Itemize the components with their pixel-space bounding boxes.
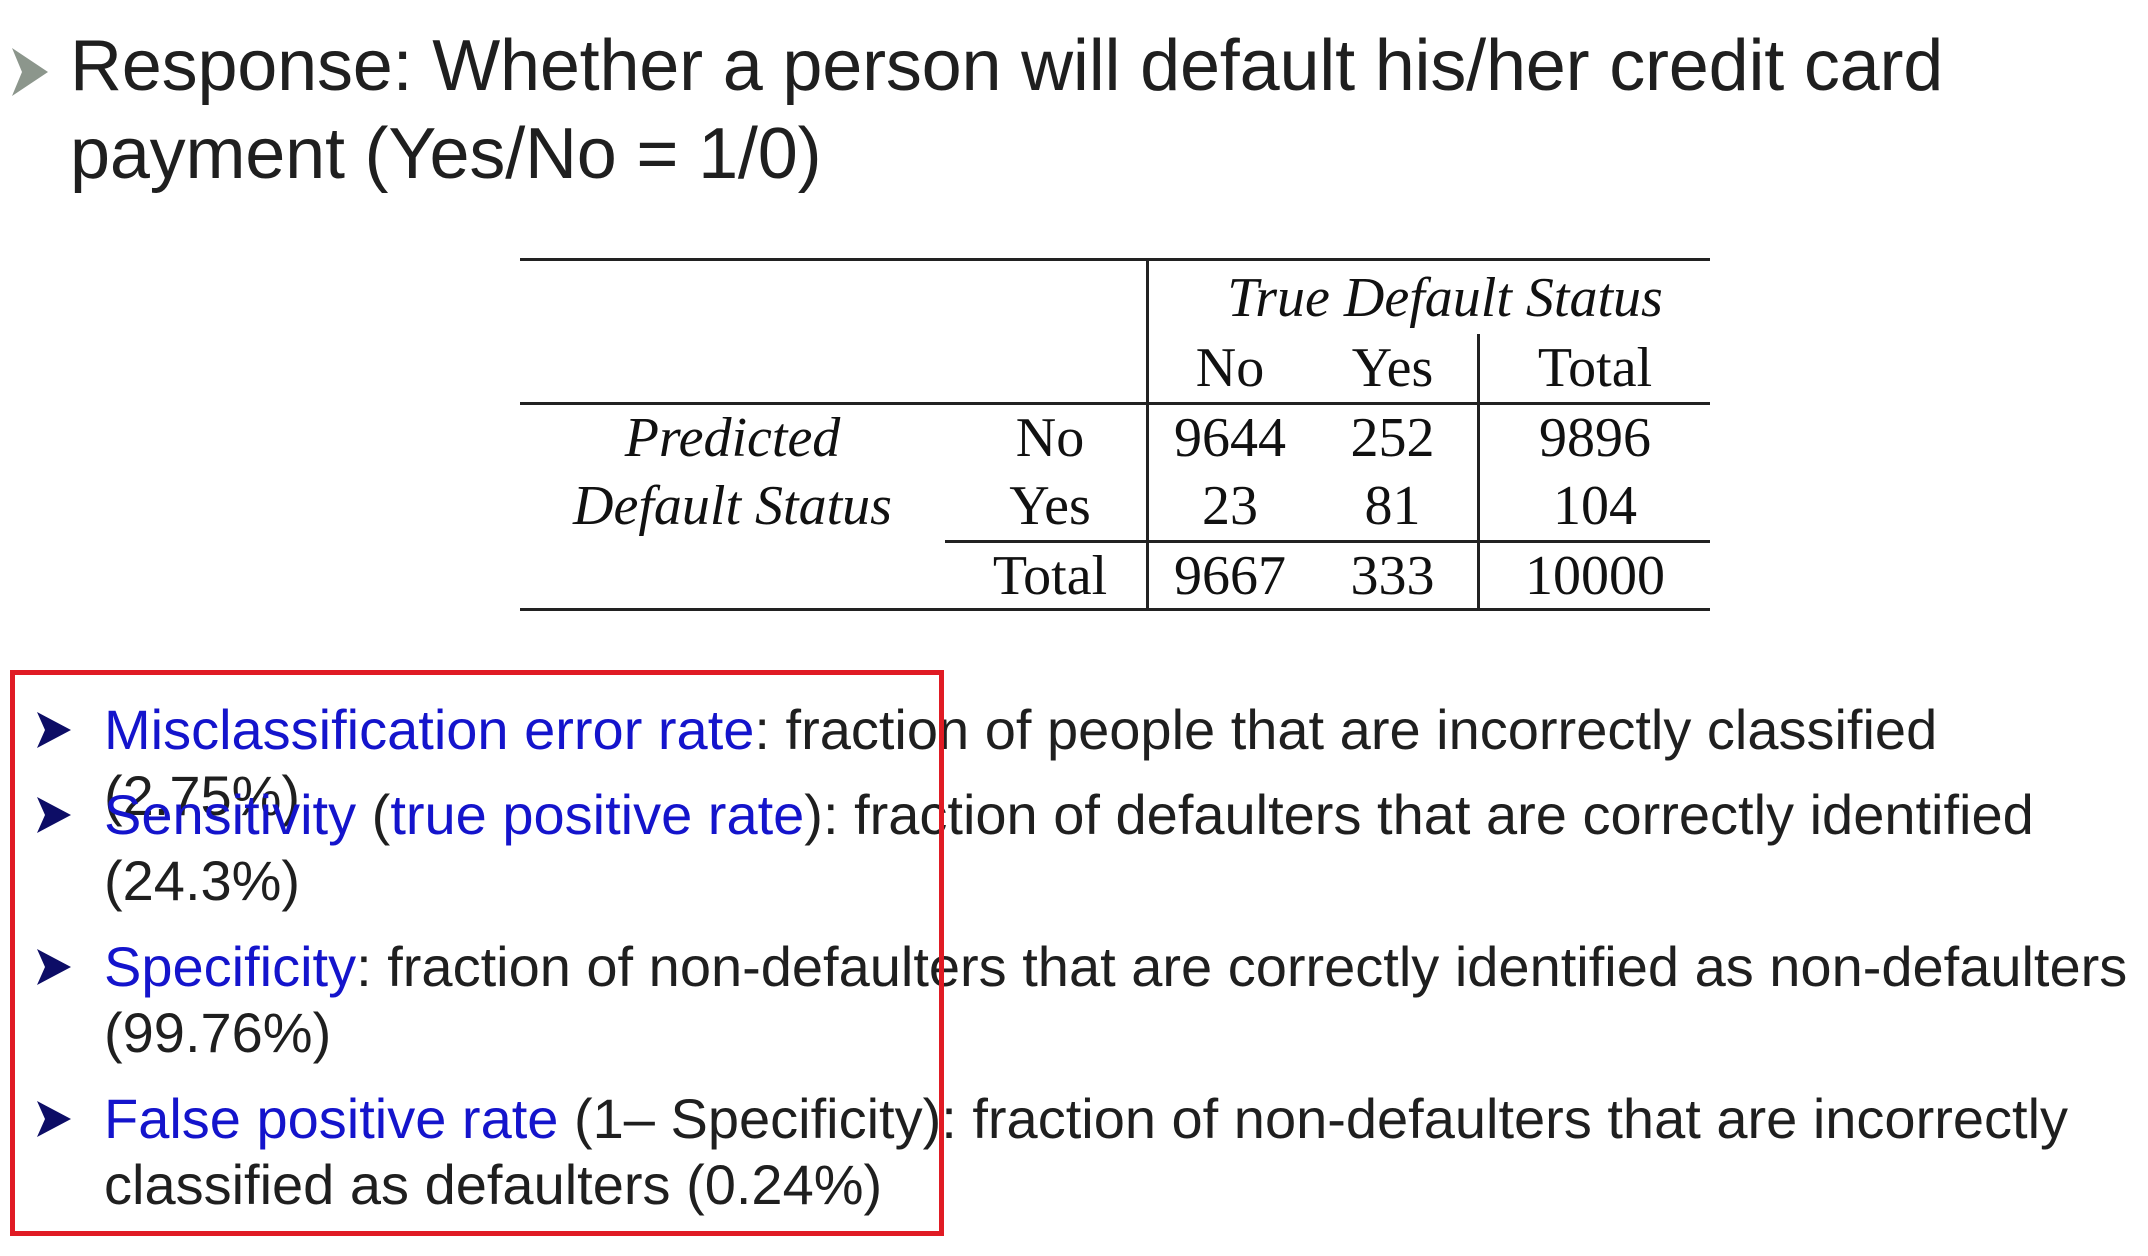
table-top-rule [520,258,1710,261]
arrow-bullet-icon [37,949,71,985]
confusion-matrix-table: True Default Status No Yes Total Predict… [520,258,1710,618]
row-group-label-line-1: Predicted [624,407,841,469]
cell-total-total: 10000 [1525,545,1665,607]
arrow-bullet-icon [37,712,71,748]
cell-no-yes: 252 [1350,407,1435,469]
cell-yes-total: 104 [1553,475,1637,537]
header-title-line-1: Response: Whether a person will default … [70,26,1944,106]
cell-no-total: 9896 [1539,407,1651,469]
row-label-yes: Yes [1009,475,1091,537]
cell-total-yes: 333 [1350,545,1435,607]
table-total-rule [945,540,1710,543]
cell-no-no: 9644 [1174,407,1286,469]
highlight-box [10,670,944,1236]
bullet-2-text: ): fraction of defaulters that are corre… [804,783,2034,846]
table-vertical-rule-1 [1146,258,1149,611]
row-label-no: No [1015,407,1085,469]
table-header-rule [520,402,1710,405]
arrow-bullet-icon [37,797,71,833]
arrow-bullet-icon [12,48,48,96]
col-header-yes: Yes [1351,337,1434,399]
bullet-4-text: (1– Specificity): fraction of non-defaul… [558,1087,2069,1150]
col-header-no: No [1195,337,1265,399]
cell-yes-yes: 81 [1364,475,1421,537]
table-vertical-rule-2 [1477,334,1480,611]
term-sensitivity: Sensitivity [104,783,357,846]
col-group-label: True Default Status [1227,267,1663,329]
bullet-4-line-2: classified as defaulters (0.24%) [104,1153,883,1216]
bullet-1-text: : fraction of people that are incorrectl… [104,698,1938,827]
bullet-2-open-paren: ( [356,783,391,846]
col-header-total: Total [1537,337,1653,399]
cell-total-no: 9667 [1174,545,1286,607]
term-specificity: Specificity [104,935,357,998]
bullet-3-line-2: (99.76%) [104,1001,332,1064]
arrow-bullet-icon [37,1101,71,1137]
bullet-3-text: : fraction of non-defaulters that are co… [356,935,2128,998]
row-group-label-line-2: Default Status [573,475,892,537]
term-true-positive-rate: true positive rate [390,783,805,846]
cell-yes-no: 23 [1202,475,1258,537]
header-title-line-2: payment (Yes/No = 1/0) [70,114,822,194]
row-label-total: Total [992,545,1108,607]
term-false-positive-rate: False positive rate [104,1087,559,1150]
term-misclassification-error-rate: Misclassification error rate [104,698,755,761]
bullet-2-line-2: (24.3%) [104,849,301,912]
table-bottom-rule [520,608,1710,611]
